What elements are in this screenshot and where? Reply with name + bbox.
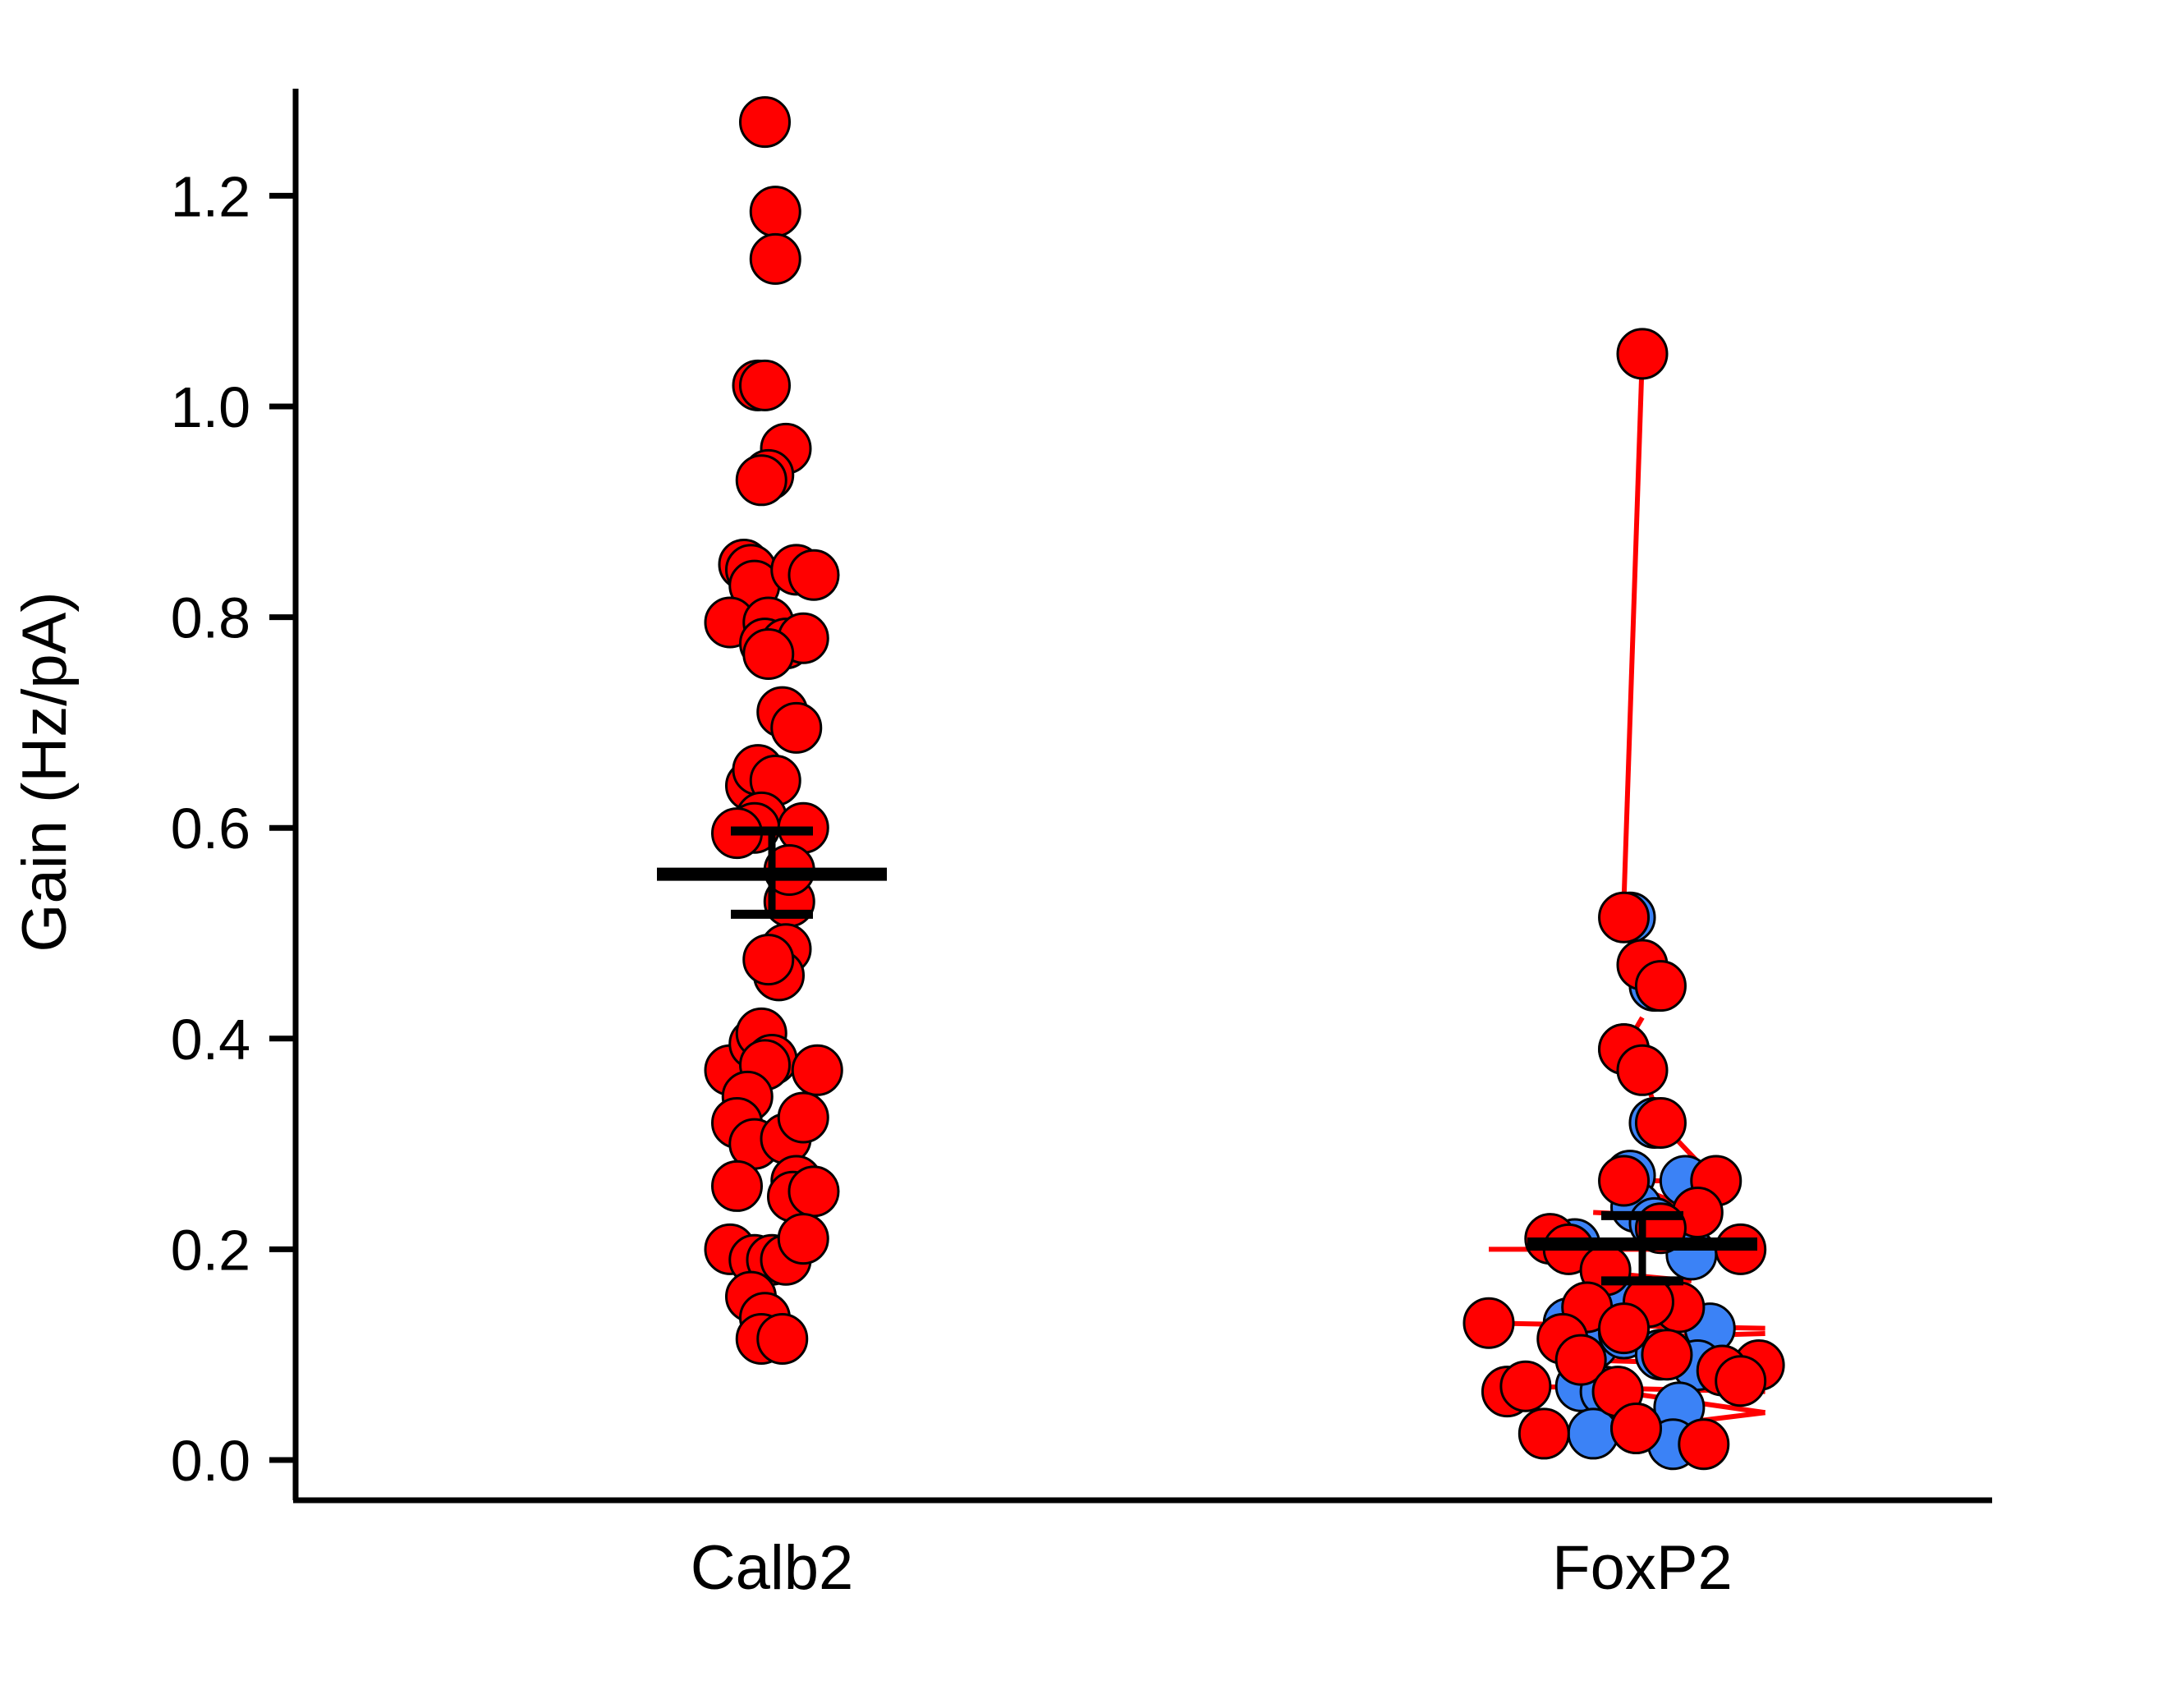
data-point	[711, 1159, 763, 1212]
data-point	[1616, 328, 1669, 380]
data-point	[1616, 1044, 1669, 1096]
data-point	[756, 1312, 809, 1365]
data-point	[787, 549, 840, 601]
data-point	[1567, 1407, 1619, 1460]
y-tick-label: 0.8	[171, 586, 250, 650]
y-tick-label: 0.2	[171, 1218, 250, 1282]
data-point	[1462, 1297, 1515, 1349]
y-tick-label: 1.2	[171, 164, 250, 228]
data-point	[735, 454, 787, 507]
data-point	[1678, 1418, 1730, 1471]
data-point	[749, 186, 801, 238]
data-point	[1554, 1334, 1607, 1386]
axes	[292, 89, 1992, 1504]
data-point	[1641, 1329, 1693, 1381]
x-category-label: FoxP2	[1552, 1533, 1733, 1603]
data-point	[770, 701, 823, 754]
data-point	[1610, 1403, 1663, 1455]
x-category-label: Calb2	[691, 1533, 854, 1603]
data-point	[1715, 1355, 1767, 1407]
data-point	[1634, 1096, 1687, 1149]
data-point	[1518, 1407, 1570, 1460]
data-point	[1598, 1302, 1651, 1355]
data-point	[791, 1044, 843, 1096]
data-point	[787, 1165, 840, 1218]
data-point	[742, 628, 795, 681]
x-category-labels: Calb2 FoxP2	[691, 1533, 1733, 1603]
y-tick-label: 0.0	[171, 1429, 250, 1493]
data-point	[1634, 960, 1687, 1012]
data-point	[1598, 891, 1651, 944]
data-point	[777, 1091, 829, 1144]
data-points	[704, 96, 1785, 1471]
data-point	[749, 232, 801, 285]
data-point	[777, 1213, 829, 1265]
y-axis-title: Gain (Hz/pA)	[10, 591, 80, 952]
connector-line	[1621, 353, 1645, 902]
data-point	[1499, 1360, 1552, 1412]
data-point	[739, 359, 791, 411]
y-ticks: 0.0 0.2 0.4 0.6 0.8 1.0 1.2	[171, 164, 296, 1493]
mean-sem-bars	[657, 826, 1757, 1286]
data-point	[742, 934, 795, 986]
y-tick-label: 1.0	[171, 375, 250, 439]
data-point	[739, 96, 791, 149]
y-tick-label: 0.4	[171, 1008, 250, 1072]
data-point	[1598, 1155, 1651, 1207]
y-tick-label: 0.6	[171, 797, 250, 861]
